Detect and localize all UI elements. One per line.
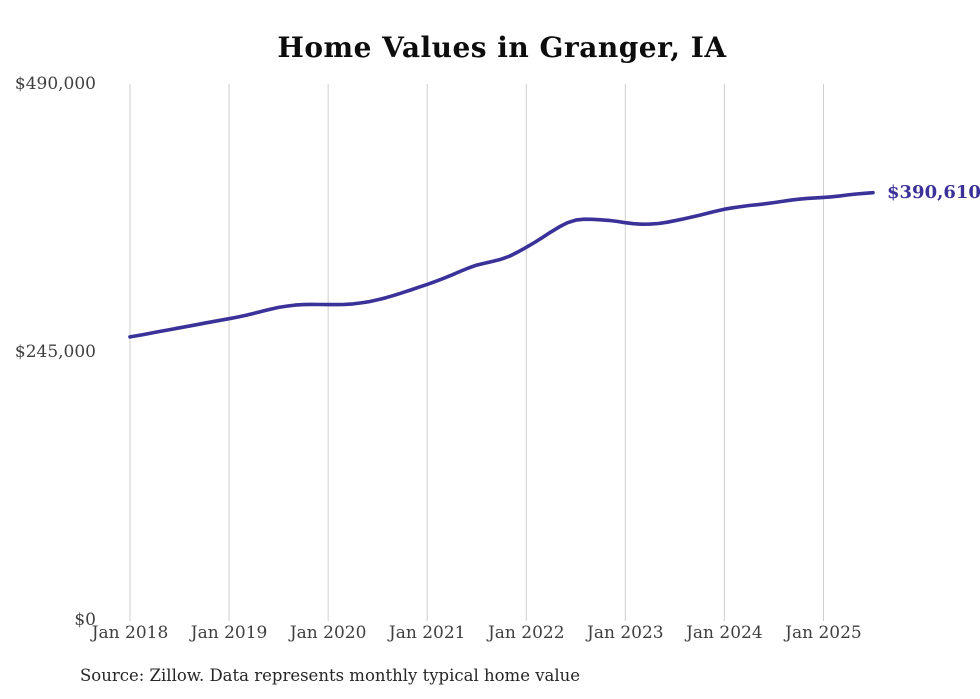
- x-axis-tick-label-2021: Jan 2021: [388, 623, 466, 643]
- current-value-label: $390,610: [887, 181, 980, 203]
- y-axis-tick-label-0: $0: [74, 610, 96, 630]
- home-value-line: [128, 190, 875, 339]
- x-axis-tick-label-2019: Jan 2019: [190, 623, 268, 643]
- source-note: Source: Zillow. Data represents monthly …: [80, 666, 581, 685]
- x-axis-tick-label-2024: Jan 2024: [686, 623, 763, 643]
- x-axis-tick-label-2018: Jan 2018: [91, 623, 169, 643]
- x-axis-tick-label-2022: Jan 2022: [487, 623, 565, 643]
- x-axis-tick-label-2025: Jan 2025: [785, 623, 862, 643]
- x-axis-tick-label-2020: Jan 2020: [289, 623, 367, 643]
- y-axis-tick-label-245000: $245,000: [14, 342, 96, 362]
- chart-title: Home Values in Granger, IA: [277, 31, 727, 64]
- y-axis-tick-label-490000: $490,000: [14, 74, 96, 94]
- x-axis-tick-label-2023: Jan 2023: [587, 623, 664, 643]
- year-gridlines: [129, 84, 824, 621]
